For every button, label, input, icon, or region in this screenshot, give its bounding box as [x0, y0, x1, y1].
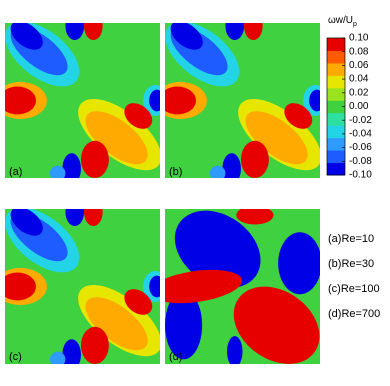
colorbar-swatch	[327, 38, 345, 51]
colorbar-swatch	[327, 162, 345, 176]
colorbar-tick-label: 0.10	[349, 33, 369, 44]
colorbar-swatch	[327, 50, 345, 64]
colorbar-swatch	[327, 75, 345, 89]
legend-entry: (c)Re=100	[328, 283, 380, 295]
legend-entry: (b)Re=30	[328, 258, 374, 270]
colorbar-title: ωw/Up	[328, 15, 357, 28]
colorbar-swatch	[327, 87, 345, 101]
contour-panel	[154, 9, 333, 184]
colorbar-tick-label: -0.02	[349, 115, 372, 126]
colorbar-tick-label: 0.08	[349, 46, 369, 57]
contour-panel	[0, 195, 173, 370]
colorbar: 0.10 0.08 0.06 0.04 0.02 0.00 -0.02 -0.04 -0.06 -…	[326, 33, 372, 181]
panel-label: (b)	[169, 166, 182, 178]
colorbar-swatch	[327, 125, 345, 139]
colorbar-tick-label: 0.06	[349, 60, 369, 71]
panel-label: (d)	[169, 351, 182, 363]
colorbar-tick-label: -0.04	[349, 129, 372, 140]
panel-label: (a)	[9, 166, 22, 178]
colorbar-tick-label: 0.02	[349, 87, 369, 98]
colorbar-swatch	[327, 150, 345, 164]
colorbar-tick-label: 0.00	[349, 101, 369, 112]
colorbar-swatch	[327, 62, 345, 76]
colorbar-title-text: ωw/U	[328, 15, 353, 26]
colorbar-tick-label: -0.06	[349, 142, 372, 153]
panel-label: (c)	[9, 351, 22, 363]
contour-panel	[0, 9, 173, 184]
colorbar-tick-label: -0.08	[349, 156, 372, 167]
legend-entry: (d)Re=700	[328, 308, 380, 320]
colorbar-swatch	[327, 112, 345, 126]
legend-entry: (a)Re=10	[328, 233, 374, 245]
colorbar-swatch	[327, 100, 345, 114]
legend: (a)Re=10 (b)Re=30 (c)Re=100 (d)Re=700	[328, 233, 380, 320]
colorbar-title-sub: p	[353, 21, 357, 28]
colorbar-tick-label: 0.04	[349, 74, 369, 85]
colorbar-tick-label: -0.10	[349, 170, 372, 181]
colorbar-swatch	[327, 137, 345, 151]
